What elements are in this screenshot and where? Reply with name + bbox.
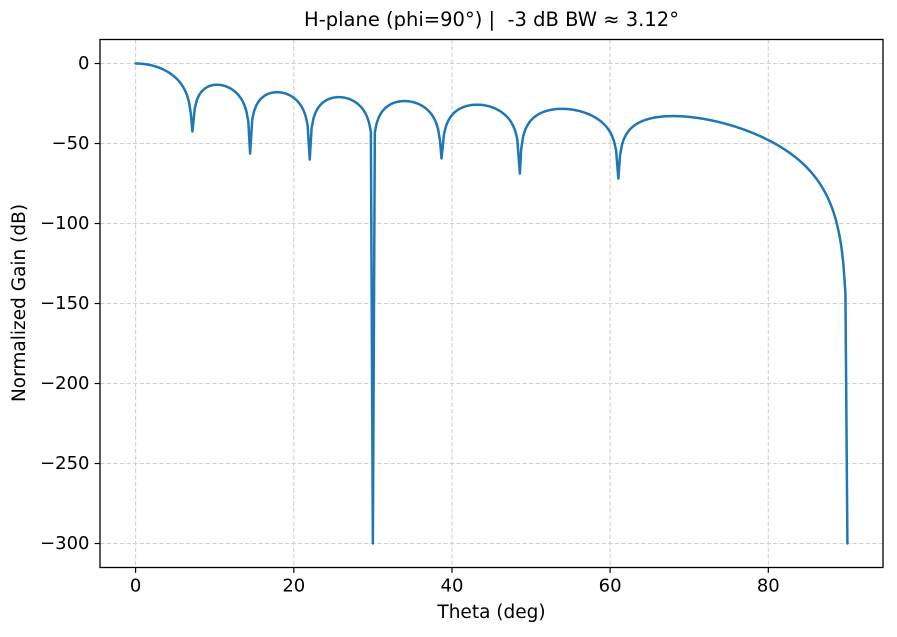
x-tick-label: 80 [757,576,780,597]
gain-curve [134,62,849,545]
x-tick-label: 20 [282,576,305,597]
y-tick-label: 0 [78,53,89,74]
y-tick-label: −300 [40,533,89,554]
x-tick-label: 60 [599,576,622,597]
chart-title: H-plane (phi=90°) | -3 dB BW ≈ 3.12° [304,8,679,31]
x-tick-label: 40 [441,576,464,597]
x-axis-label: Theta (deg) [437,602,546,623]
y-tick-label: −50 [52,133,90,154]
y-tick-label: −250 [40,453,89,474]
x-tick-label: 0 [130,576,141,597]
y-tick-label: −150 [40,293,89,314]
y-tick-label: −200 [40,373,89,394]
y-tick-label: −100 [40,213,89,234]
